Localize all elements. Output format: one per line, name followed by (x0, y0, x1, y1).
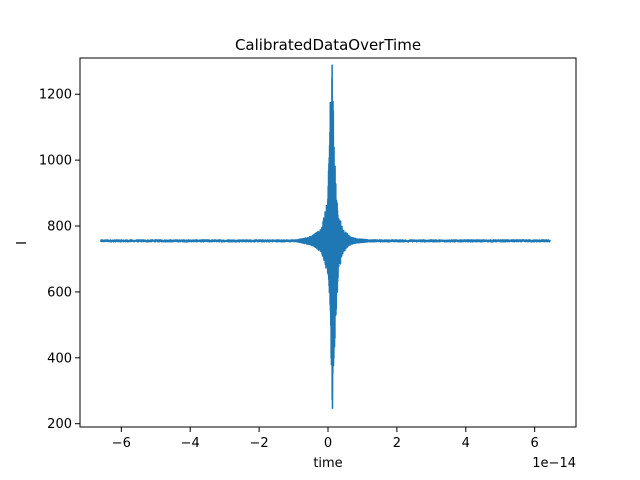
y-tick-label: 200 (47, 417, 72, 432)
x-tick-label: 4 (462, 436, 470, 451)
x-tick-label: 2 (393, 436, 401, 451)
x-tick-label: 6 (531, 436, 539, 451)
y-axis-label: I (15, 241, 30, 245)
x-axis-label: time (313, 456, 342, 471)
x-tick-label: −4 (181, 436, 200, 451)
y-tick-label: 400 (47, 351, 72, 366)
series-peak-spike (330, 64, 334, 409)
x-tick-label: 0 (324, 436, 332, 451)
y-axis-ticks: 200 400 600 800 1000 1200 (39, 88, 80, 432)
x-tick-label: −6 (112, 436, 131, 451)
x-axis-ticks: −6 −4 −2 0 2 4 6 (112, 427, 539, 451)
y-tick-label: 1200 (39, 88, 72, 103)
y-tick-label: 600 (47, 285, 72, 300)
x-axis-offset-text: 1e−14 (532, 456, 576, 471)
chart-title: CalibratedDataOverTime (235, 36, 421, 54)
series-line (99, 77, 551, 401)
x-tick-label: −2 (250, 436, 269, 451)
y-tick-label: 1000 (39, 154, 72, 169)
y-tick-label: 800 (47, 220, 72, 235)
series-layer (99, 64, 551, 409)
